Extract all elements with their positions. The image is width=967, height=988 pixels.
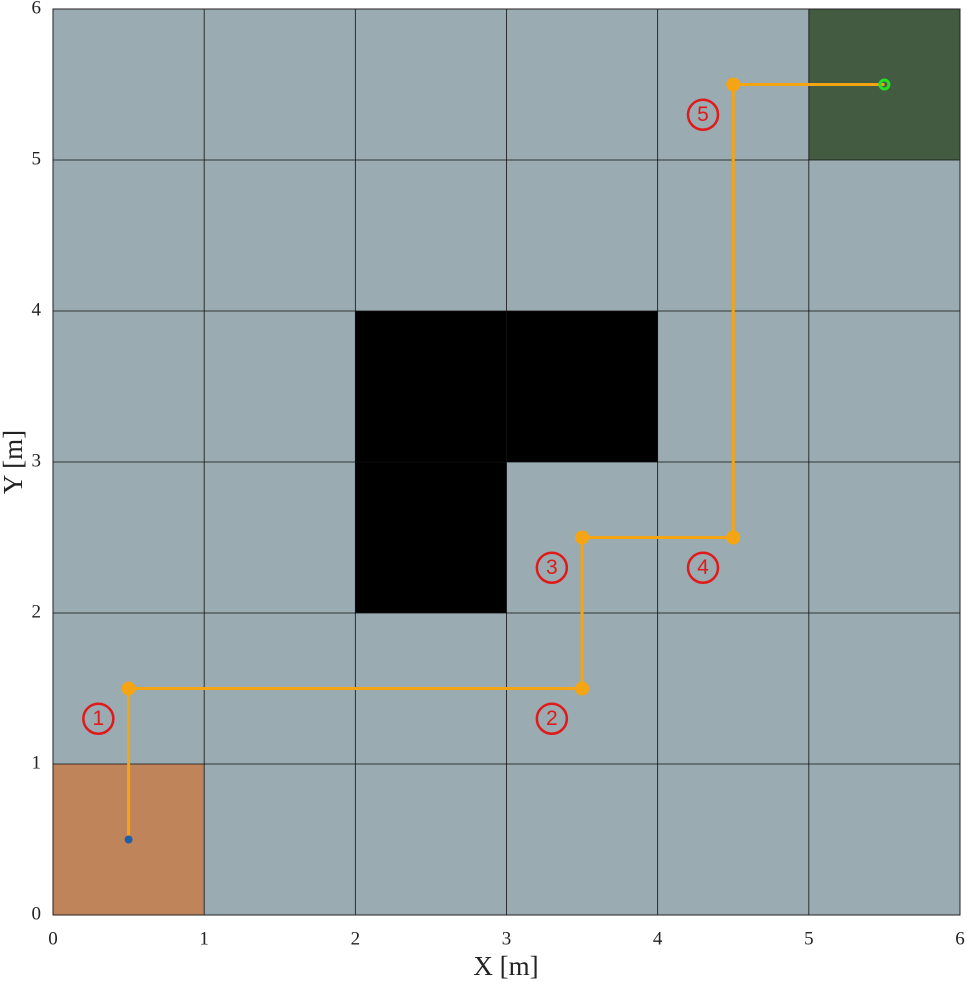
x-axis-label: X [m] (473, 951, 538, 981)
y-axis-label: Y [m] (0, 430, 28, 494)
x-tick-label: 5 (804, 928, 814, 949)
annotation-label: 3 (546, 556, 558, 579)
y-tick-label: 0 (32, 903, 42, 924)
y-tick-label: 6 (32, 0, 42, 18)
waypoint (726, 77, 741, 92)
waypoint (575, 530, 590, 545)
x-tick-label: 3 (502, 928, 512, 949)
annotation-circle (82, 702, 115, 735)
goal-point (878, 78, 891, 91)
annotation-label: 5 (697, 103, 709, 126)
annotation-label: 4 (697, 556, 709, 579)
x-tick-label: 0 (48, 928, 58, 949)
x-tick-label: 4 (653, 928, 663, 949)
annotation-circle (535, 551, 569, 584)
y-tick-label: 2 (32, 601, 42, 622)
waypoint (121, 681, 136, 696)
x-tick-label: 6 (955, 928, 965, 949)
waypoint (575, 681, 590, 696)
x-tick-label: 2 (351, 928, 361, 949)
plot-frame (52, 8, 961, 916)
x-tick-label: 1 (199, 928, 209, 949)
start-point (124, 835, 133, 844)
annotation-label: 2 (546, 707, 558, 730)
y-tick-label: 3 (32, 450, 42, 471)
annotation-circle (535, 702, 569, 735)
waypoint (726, 530, 741, 545)
annotation-label: 1 (93, 707, 105, 730)
y-tick-label: 4 (32, 299, 42, 320)
y-tick-label: 1 (32, 752, 42, 773)
y-tick-label: 5 (32, 148, 42, 169)
annotation-circle (686, 551, 720, 584)
annotation-circle (686, 98, 720, 131)
